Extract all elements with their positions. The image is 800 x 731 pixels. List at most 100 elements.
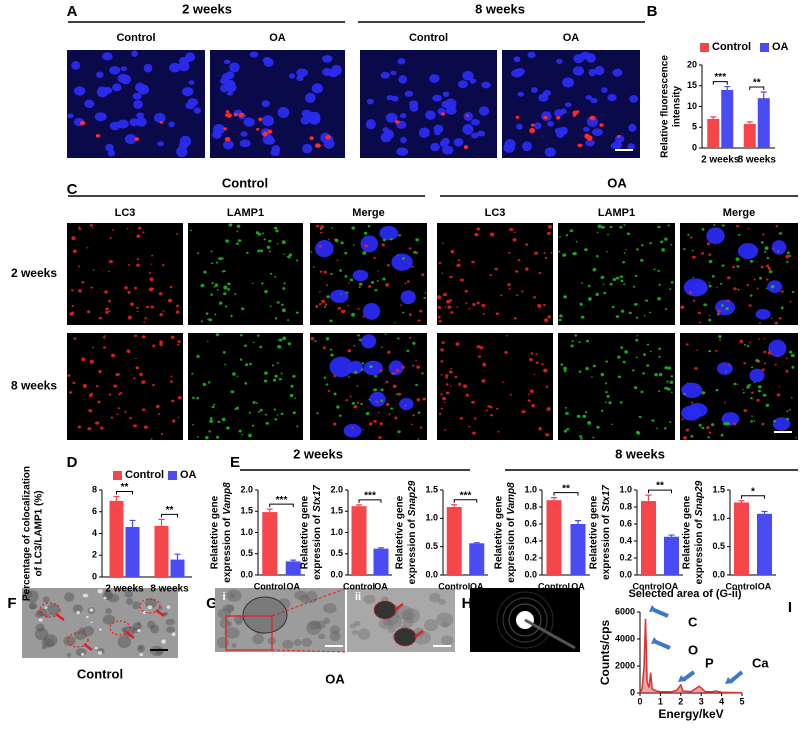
panel-label: B bbox=[647, 3, 658, 20]
puncta bbox=[71, 236, 76, 241]
puncta bbox=[468, 425, 471, 428]
puncta bbox=[128, 263, 131, 266]
y-tick-label: 0.0 bbox=[712, 569, 725, 579]
nucleus bbox=[629, 95, 639, 103]
column-label: Merge bbox=[352, 207, 384, 219]
puncta bbox=[449, 299, 453, 302]
puncta bbox=[724, 401, 726, 404]
puncta bbox=[261, 232, 265, 235]
puncta bbox=[406, 280, 410, 283]
texture bbox=[94, 646, 98, 650]
puncta bbox=[217, 420, 221, 424]
puncta bbox=[105, 307, 109, 311]
puncta bbox=[336, 405, 340, 409]
puncta bbox=[274, 317, 278, 320]
texture bbox=[63, 635, 76, 646]
micrograph bbox=[680, 223, 798, 325]
diffraction-ring bbox=[496, 591, 554, 649]
group-header: Control bbox=[222, 175, 268, 190]
puncta bbox=[360, 402, 363, 405]
puncta bbox=[126, 349, 131, 353]
y-axis-label: intensity bbox=[672, 86, 683, 128]
gene-name: Vamp8 bbox=[506, 482, 517, 515]
nucleus bbox=[385, 112, 398, 123]
puncta bbox=[508, 251, 511, 254]
nucleus bbox=[109, 121, 121, 131]
puncta bbox=[208, 430, 212, 433]
puncta bbox=[735, 257, 740, 261]
nucleus bbox=[749, 368, 765, 383]
puncta bbox=[133, 377, 136, 380]
puncta bbox=[683, 392, 686, 395]
puncta bbox=[351, 401, 356, 405]
nucleus bbox=[442, 91, 450, 97]
texture bbox=[166, 626, 176, 633]
x-tick-label: OA bbox=[571, 581, 585, 591]
puncta bbox=[238, 429, 242, 433]
nucleus bbox=[527, 51, 536, 59]
nucleus bbox=[311, 83, 324, 94]
puncta bbox=[312, 266, 315, 268]
group-header: OA bbox=[607, 175, 627, 190]
puncta bbox=[495, 312, 500, 315]
group-header: 8 weeks bbox=[475, 1, 525, 16]
puncta bbox=[743, 409, 748, 413]
y-axis-label-text: expression of bbox=[506, 517, 517, 583]
puncta bbox=[100, 426, 104, 430]
y-tick-label: 2000 bbox=[615, 660, 635, 670]
puncta bbox=[442, 397, 447, 401]
texture bbox=[429, 592, 441, 603]
puncta bbox=[214, 283, 219, 287]
micrograph bbox=[558, 223, 675, 325]
y-tick-label: 8 bbox=[92, 484, 97, 494]
texture bbox=[387, 627, 396, 633]
x-axis-label: Energy/keV bbox=[658, 707, 723, 721]
texture bbox=[349, 623, 356, 629]
puncta bbox=[646, 343, 650, 346]
puncta bbox=[276, 414, 279, 416]
y-tick-label: 6 bbox=[92, 506, 97, 516]
annotation: Ca bbox=[752, 655, 769, 670]
puncta bbox=[268, 250, 272, 253]
puncta bbox=[259, 345, 263, 349]
x-tick-label: 3 bbox=[699, 696, 704, 706]
puncta bbox=[543, 368, 548, 373]
bar bbox=[125, 526, 140, 577]
texture bbox=[147, 605, 153, 610]
nucleus bbox=[400, 290, 416, 305]
puncta bbox=[496, 407, 499, 410]
puncta bbox=[223, 270, 226, 273]
puncta bbox=[345, 291, 349, 294]
puncta bbox=[196, 354, 200, 359]
nucleus bbox=[96, 86, 109, 98]
nucleus bbox=[585, 139, 595, 147]
puncta bbox=[472, 303, 476, 307]
y-axis-label: expression of Stx17 bbox=[601, 485, 612, 580]
puncta bbox=[374, 375, 378, 378]
puncta bbox=[143, 321, 146, 323]
puncta bbox=[747, 384, 751, 387]
y-tick-label: 1.0 bbox=[524, 484, 537, 494]
nucleus bbox=[154, 112, 166, 123]
puncta bbox=[635, 316, 639, 319]
puncta bbox=[608, 401, 612, 405]
puncta bbox=[708, 259, 713, 264]
puncta bbox=[545, 385, 549, 389]
puncta bbox=[272, 378, 277, 382]
puncta bbox=[329, 348, 333, 351]
micrograph-bg bbox=[67, 223, 183, 325]
nucleus bbox=[588, 68, 597, 77]
puncta bbox=[362, 428, 364, 431]
puncta bbox=[564, 407, 567, 409]
puncta bbox=[763, 337, 766, 340]
nucleus bbox=[308, 111, 321, 123]
texture bbox=[105, 608, 112, 615]
puncta bbox=[761, 368, 765, 372]
puncta bbox=[584, 248, 588, 252]
marked-vesicle bbox=[139, 598, 161, 614]
nucleus bbox=[462, 123, 474, 135]
puncta bbox=[376, 280, 379, 282]
puncta bbox=[141, 380, 146, 384]
nucleus bbox=[363, 360, 383, 376]
puncta bbox=[98, 369, 102, 374]
